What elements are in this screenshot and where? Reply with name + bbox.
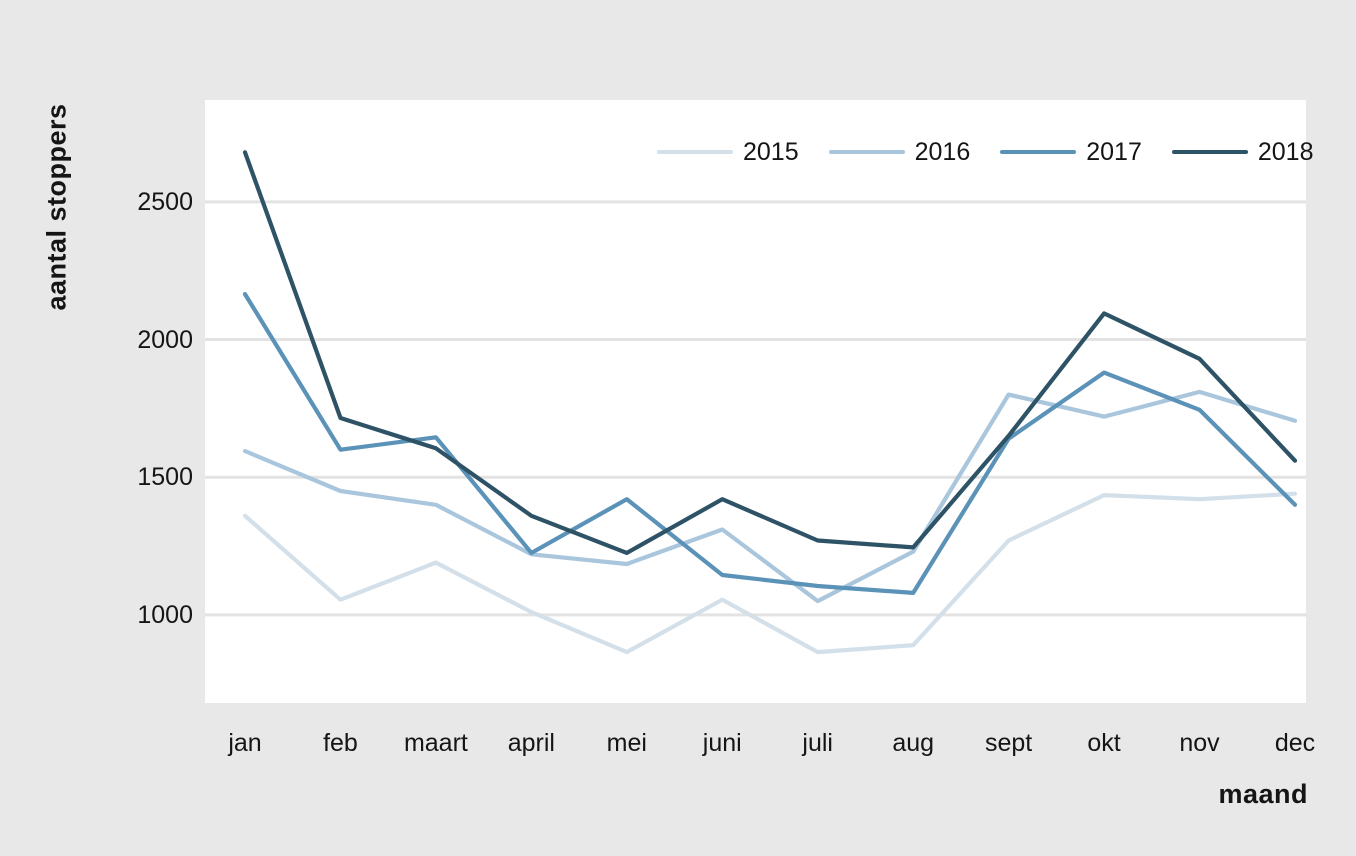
legend-item-2017: 2017: [1000, 137, 1142, 167]
legend-swatch-2017: [1000, 150, 1077, 154]
y-tick-2000: 2000: [137, 325, 193, 354]
x-tick-okt: okt: [1087, 729, 1121, 757]
x-tick-juli: juli: [802, 729, 833, 757]
x-tick-april: april: [507, 729, 555, 757]
y-tick-2500: 2500: [137, 187, 193, 216]
legend-label-2017: 2017: [1086, 138, 1142, 166]
legend-label-2016: 2016: [914, 138, 971, 166]
y-tick-1000: 1000: [137, 600, 193, 629]
legend-item-2016: 2016: [828, 137, 971, 167]
series-line-2015: [242, 491, 1298, 655]
legend-swatch-2018: [1171, 150, 1248, 154]
x-tick-feb: feb: [323, 729, 358, 757]
plot-area: [205, 100, 1306, 703]
x-tick-dec: dec: [1274, 729, 1316, 757]
y-axis-title: aantal stoppers: [41, 103, 72, 311]
x-tick-jan: jan: [228, 729, 262, 757]
x-tick-sept: sept: [984, 729, 1033, 757]
y-tick-1500: 1500: [137, 463, 193, 492]
legend-swatch-2016: [828, 150, 905, 154]
legend-label-2015: 2015: [743, 138, 799, 166]
x-tick-juni: juni: [702, 729, 742, 757]
legend-swatch-2015: [657, 150, 733, 154]
x-tick-mei: mei: [606, 729, 647, 757]
chart-canvas: [205, 150, 1306, 655]
series-line-2016: [242, 389, 1298, 604]
x-tick-nov: nov: [1179, 729, 1220, 757]
legend-label-2018: 2018: [1257, 138, 1314, 166]
legend-item-2018: 2018: [1171, 137, 1314, 167]
legend: 2015 2016 2017 2018: [657, 137, 1314, 167]
series-line-2017: [242, 292, 1298, 595]
legend-item-2015: 2015: [657, 137, 799, 167]
x-axis-title: maand: [1218, 779, 1308, 809]
x-tick-maart: maart: [403, 729, 468, 757]
series-line-2018: [242, 150, 1298, 555]
x-tick-aug: aug: [892, 729, 935, 757]
